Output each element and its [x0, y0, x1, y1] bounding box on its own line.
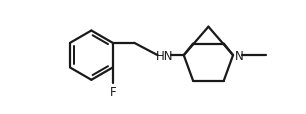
Text: F: F	[110, 85, 116, 98]
Text: HN: HN	[156, 49, 173, 62]
Text: N: N	[235, 49, 244, 62]
